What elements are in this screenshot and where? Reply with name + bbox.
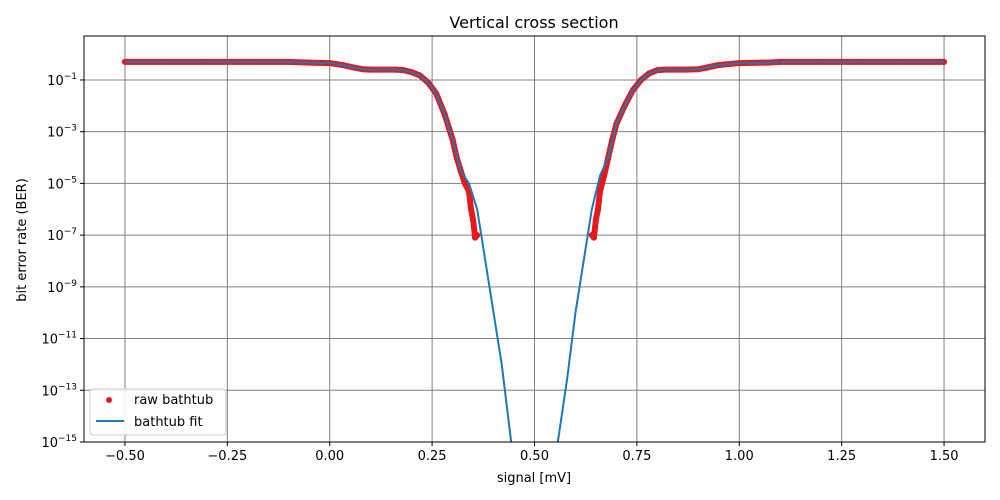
y-tick-label: 10−9: [47, 279, 77, 296]
x-tick-label: −0.50: [105, 449, 145, 464]
y-tick-label: 10−11: [41, 331, 77, 348]
chart-title: Vertical cross section: [449, 13, 618, 32]
y-tick-label: 10−1: [47, 72, 77, 89]
raw-bathtub-point: [594, 206, 601, 213]
plot-series: [121, 58, 948, 442]
bathtub-fit-line-right: [556, 60, 945, 442]
x-tick-label: −0.25: [207, 449, 247, 464]
y-tick-label: 10−5: [47, 175, 77, 192]
raw-bathtub-point: [597, 188, 604, 195]
raw-bathtub-point: [470, 216, 477, 223]
y-tick-label: 10−7: [47, 227, 77, 244]
x-tick-label: 0.75: [622, 449, 651, 464]
x-tick-label: 0.00: [315, 449, 344, 464]
x-tick-label: 0.25: [418, 449, 447, 464]
y-tick-label: 10−15: [41, 434, 77, 451]
raw-bathtub-band-right: [588, 58, 948, 241]
legend-label-raw: raw bathtub: [134, 393, 213, 408]
raw-bathtub-point: [601, 172, 608, 179]
legend: raw bathtub bathtub fit: [89, 388, 227, 436]
x-tick-label: 1.50: [930, 449, 959, 464]
plot-area: [121, 58, 948, 442]
x-tick-label: 1.00: [725, 449, 754, 464]
grid: [84, 36, 985, 443]
raw-bathtub-point: [468, 206, 475, 213]
y-tick-label: 10−13: [41, 382, 77, 399]
raw-bathtub-point: [592, 216, 599, 223]
legend-box: [89, 388, 227, 436]
bathtub-fit-line-left: [124, 60, 513, 442]
raw-bathtub-point: [474, 232, 481, 239]
y-tick-label: 10−3: [47, 124, 77, 141]
legend-marker-raw: [106, 397, 112, 403]
raw-bathtub-band-left: [121, 58, 481, 241]
raw-bathtub-point: [590, 234, 597, 241]
legend-label-fit: bathtub fit: [134, 415, 203, 430]
x-tick-label: 1.25: [827, 449, 856, 464]
x-axis-label: signal [mV]: [497, 471, 571, 486]
raw-bathtub-point: [461, 180, 468, 187]
x-tick-label: 0.50: [520, 449, 549, 464]
y-axis-label: bit error rate (BER): [15, 178, 30, 302]
